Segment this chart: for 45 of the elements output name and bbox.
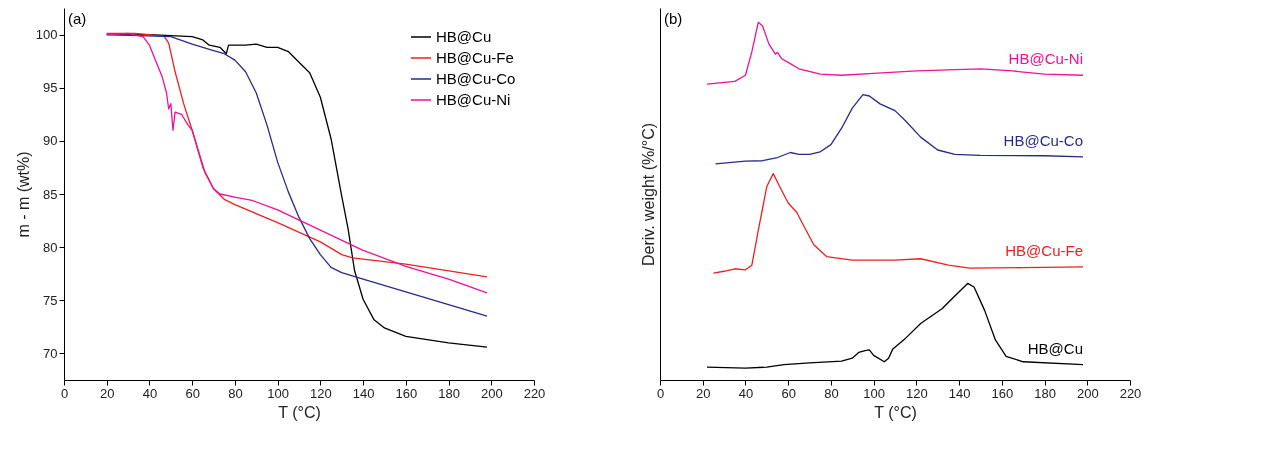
y-tick-label: 85 [43,186,58,202]
x-tick-label: 40 [738,385,754,401]
x-tick-label: 40 [142,385,158,401]
x-tick-label: 20 [695,385,711,401]
annotation: (b) [664,10,683,27]
x-tick-label: 80 [824,385,839,401]
x-tick-label: 20 [99,385,115,401]
y-axis-title: m - m (wt%) [14,151,32,238]
x-tick-label: 200 [480,385,503,401]
x-tick-label: 160 [395,385,418,401]
x-tick-label: 100 [267,385,289,401]
legend-label: HB@Cu [436,28,492,45]
legend-label: HB@Cu-Fe [436,49,514,66]
x-tick-label: 0 [656,385,665,401]
x-tick-label: 120 [906,385,928,401]
x-tick-label: 180 [1034,385,1056,401]
legend-label: HB@Cu-Ni [436,91,511,108]
y-tick-label: 95 [43,80,58,96]
y-tick-label: 70 [43,345,58,361]
x-tick-label: 100 [863,385,885,401]
x-tick-label: 180 [438,385,460,401]
series-label: HB@Cu-Fe [1005,241,1083,259]
x-tick-label: 220 [523,385,546,401]
x-tick-label: 80 [228,385,243,401]
x-tick-label: 200 [1076,385,1099,401]
x-tick-label: 140 [948,385,971,401]
x-tick-label: 220 [1119,385,1142,401]
series-label: HB@Cu [1027,339,1083,357]
x-axis-title: T (°C) [874,403,917,421]
y-tick-label: 75 [43,292,58,308]
annotation: (a) [68,10,87,27]
x-tick-label: 0 [60,385,69,401]
y-axis-title: Deriv. weight (%/°C) [639,122,657,267]
x-tick-label: 140 [352,385,375,401]
legend-label: HB@Cu-Co [436,70,516,87]
x-axis-title: T (°C) [278,403,321,421]
series-label: HB@Cu-Co [1003,131,1083,149]
x-tick-label: 120 [310,385,332,401]
y-tick-label: 90 [43,133,58,149]
x-tick-label: 160 [991,385,1014,401]
y-tick-label: 80 [43,239,58,255]
x-tick-label: 60 [185,385,200,401]
series-label: HB@Cu-Ni [1008,50,1083,68]
x-tick-label: 60 [781,385,796,401]
y-tick-label: 100 [35,27,58,43]
